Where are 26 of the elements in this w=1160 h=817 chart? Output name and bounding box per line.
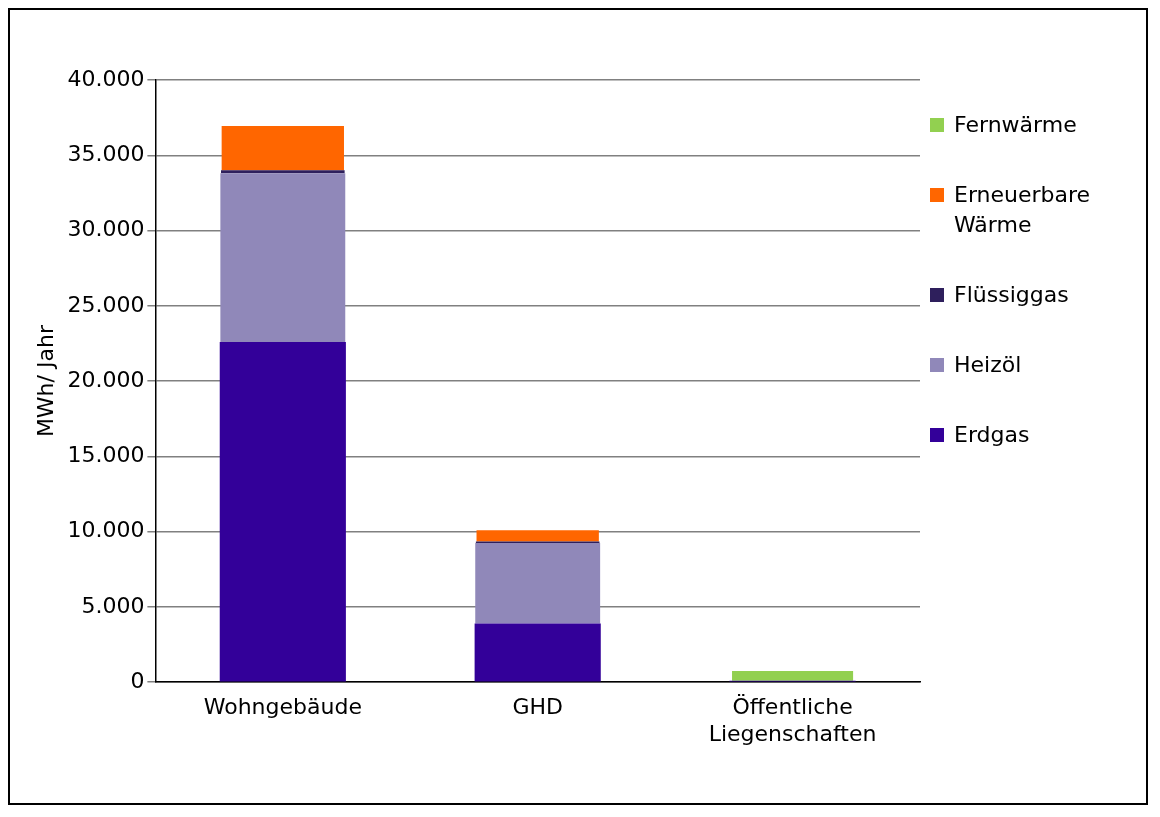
legend-label: Heizöl [954,351,1022,379]
bar [474,623,601,682]
y-tick-label: 10.000 [67,517,145,543]
legend-label: Erneuerbare Wärme [954,181,1092,239]
legend-label: Erdgas [954,421,1030,449]
bar [219,341,346,682]
bar [220,173,346,342]
x-tick-label: Öffentliche Liegenschaften [708,694,877,746]
bar [475,542,601,624]
bar [476,530,599,542]
x-tick-label: GHD [512,694,563,720]
legend-label: Fernwärme [954,111,1077,139]
y-tick-label: 25.000 [67,291,145,317]
y-tick-label: 0 [130,667,145,693]
bar [221,170,345,174]
bar [221,125,344,171]
legend-label: Flüssiggas [954,281,1069,309]
y-tick-label: 40.000 [67,65,145,91]
bar [732,670,854,681]
y-tick-label: 5.000 [81,592,145,618]
y-axis-title: MWh/ Jahr [32,324,58,438]
y-tick-label: 35.000 [67,140,145,166]
y-tick-label: 30.000 [67,216,145,242]
x-tick-label: Wohngebäude [203,694,362,720]
y-tick-label: 20.000 [67,366,145,392]
y-tick-label: 15.000 [67,442,145,468]
